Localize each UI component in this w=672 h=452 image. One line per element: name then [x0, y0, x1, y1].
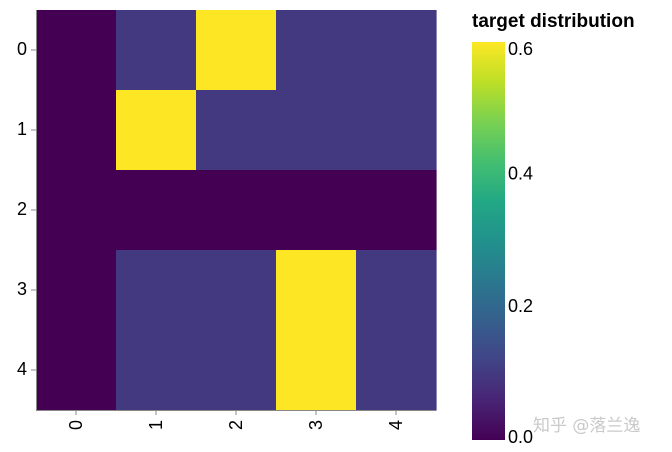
y-axis-ticks: 0 1 2 3 4	[17, 39, 36, 379]
heatmap-cell-r3-c1	[116, 250, 197, 331]
heatmap-cell-r3-c4	[356, 250, 437, 331]
heatmap-cell-r4-c0	[36, 330, 117, 411]
y-tick-label: 3	[17, 279, 27, 299]
x-tick-label: 3	[306, 420, 326, 430]
legend-tick-label: 0.6	[508, 39, 533, 59]
heatmap-cell-r0-c0	[36, 10, 117, 91]
heatmap-cell-r4-c3	[276, 330, 357, 411]
legend-tick-label: 0.2	[508, 296, 533, 316]
color-legend: target distribution 0.0 0.2 0.4 0.6	[472, 11, 635, 447]
legend-title: target distribution	[472, 11, 635, 32]
legend-tick-label: 0.4	[508, 163, 533, 183]
y-tick-label: 4	[17, 359, 27, 379]
heatmap-cell-r3-c3	[276, 250, 357, 331]
heatmap-cell-r0-c3	[276, 10, 357, 91]
y-tick-label: 2	[17, 199, 27, 219]
legend-tick-label: 0.0	[508, 427, 533, 447]
heatmap-cell-r3-c2	[196, 250, 277, 331]
heatmap-cell-r2-c1	[116, 170, 197, 251]
x-tick-label: 1	[146, 420, 166, 430]
x-tick-label: 2	[226, 420, 246, 430]
heatmap-cell-r4-c2	[196, 330, 277, 411]
heatmap-cell-r4-c1	[116, 330, 197, 411]
y-tick-label: 1	[17, 119, 27, 139]
heatmap-cell-r1-c4	[356, 90, 437, 171]
heatmap-cell-r2-c3	[276, 170, 357, 251]
heatmap-cell-r0-c2	[196, 10, 277, 91]
y-tick-label: 0	[17, 39, 27, 59]
legend-color-bar	[472, 42, 505, 440]
watermark: 知乎 @落兰逸	[533, 416, 640, 436]
x-tick-label: 4	[386, 420, 406, 430]
heatmap-cells	[36, 10, 437, 411]
x-axis-ticks: 0 1 2 3 4	[66, 410, 406, 430]
x-tick-label: 0	[66, 420, 86, 430]
heatmap-cell-r2-c0	[36, 170, 117, 251]
heatmap-cell-r4-c4	[356, 330, 437, 411]
heatmap-cell-r2-c4	[356, 170, 437, 251]
heatmap-cell-r1-c0	[36, 90, 117, 171]
legend-ticks: 0.0 0.2 0.4 0.6	[508, 39, 533, 447]
heatmap-cell-r1-c2	[196, 90, 277, 171]
heatmap-cell-r3-c0	[36, 250, 117, 331]
heatmap-cell-r2-c2	[196, 170, 277, 251]
heatmap-cell-r0-c1	[116, 10, 197, 91]
heatmap-cell-r1-c1	[116, 90, 197, 171]
heatmap-cell-r0-c4	[356, 10, 437, 91]
heatmap-cell-r1-c3	[276, 90, 357, 171]
